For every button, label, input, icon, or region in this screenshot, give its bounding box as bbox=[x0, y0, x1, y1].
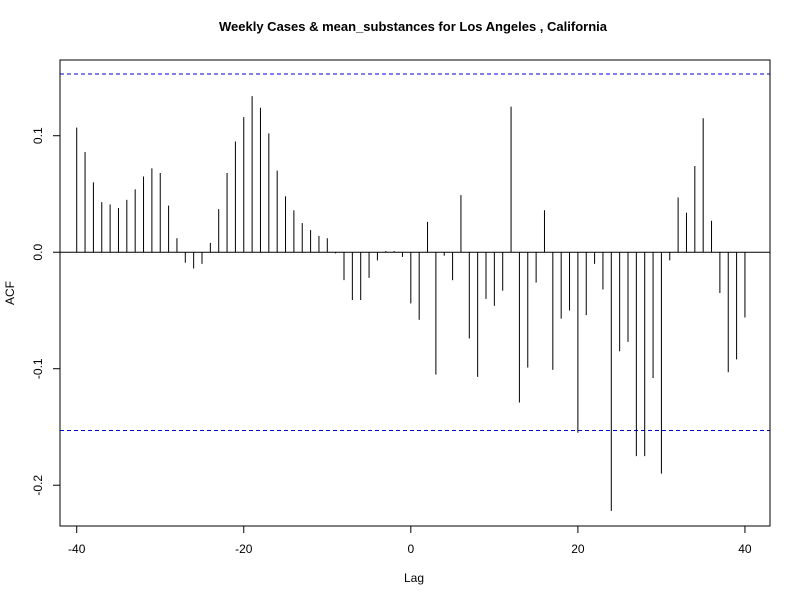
y-axis: -0.2 -0.1 0.0 0.1 bbox=[31, 127, 60, 496]
chart-title: Weekly Cases & mean_substances for Los A… bbox=[219, 19, 608, 34]
y-tick-label: 0.0 bbox=[31, 244, 45, 261]
x-tick-label: 40 bbox=[738, 542, 752, 556]
y-tick-label: 0.1 bbox=[31, 127, 45, 144]
x-axis: -40 -20 0 20 40 bbox=[68, 526, 752, 556]
y-tick-label: -0.2 bbox=[31, 475, 45, 496]
plot-frame bbox=[59, 59, 771, 527]
x-tick-label: 20 bbox=[571, 542, 585, 556]
y-axis-label: ACF bbox=[3, 281, 17, 305]
x-axis-label: Lag bbox=[404, 571, 424, 585]
x-tick-label: 0 bbox=[407, 542, 414, 556]
x-tick-label: -40 bbox=[68, 542, 86, 556]
x-tick-label: -20 bbox=[235, 542, 253, 556]
plot-marks bbox=[60, 73, 770, 511]
y-tick-label: -0.1 bbox=[31, 358, 45, 379]
